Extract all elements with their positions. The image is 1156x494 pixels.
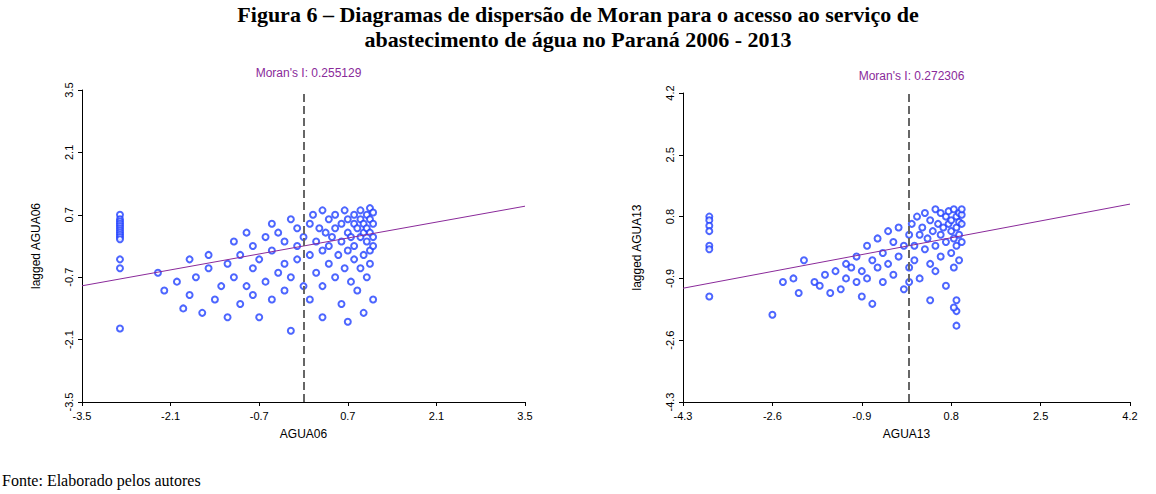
svg-text:2.1: 2.1 [63, 145, 75, 160]
svg-text:0.8: 0.8 [664, 209, 676, 224]
svg-text:-3.5: -3.5 [62, 392, 75, 412]
svg-text:-0.9: -0.9 [664, 269, 676, 288]
svg-text:AGUA13: AGUA13 [883, 427, 931, 441]
svg-text:3.5: 3.5 [63, 82, 75, 97]
svg-text:2.5: 2.5 [1033, 410, 1048, 422]
svg-text:-0.7: -0.7 [63, 268, 75, 287]
svg-text:0.8: 0.8 [944, 410, 959, 422]
html-text:abastecimento de água no Paran: abastecimento de água no Paraná 2006 - 2… [364, 27, 792, 52]
svg-text:-2.6: -2.6 [763, 410, 782, 422]
svg-text:-4.3: -4.3 [674, 410, 693, 422]
svg-text:-3.5: -3.5 [73, 410, 92, 422]
svg-text:-0.9: -0.9 [852, 410, 871, 422]
svg-text:lagged AGUA06: lagged AGUA06 [29, 203, 43, 289]
svg-text:-2.1: -2.1 [63, 330, 75, 349]
svg-text:lagged AGUA13: lagged AGUA13 [630, 204, 644, 290]
svg-text:4.2: 4.2 [664, 85, 676, 100]
svg-text:-4.3: -4.3 [663, 392, 676, 412]
svg-text:-2.1: -2.1 [161, 410, 180, 422]
svg-text:0.7: 0.7 [340, 410, 355, 422]
svg-text:Moran's I: 0.255129: Moran's I: 0.255129 [256, 66, 362, 80]
html-text:Figura 6 – Diagramas de disper: Figura 6 – Diagramas de dispersão de Mor… [237, 2, 919, 27]
html-text:Fonte: Elaborado pelos autores: Fonte: Elaborado pelos autores [2, 472, 201, 489]
svg-text:-2.6: -2.6 [664, 331, 676, 350]
svg-text:-0.7: -0.7 [250, 410, 269, 422]
svg-text:Moran's I: 0.272306: Moran's I: 0.272306 [859, 69, 965, 83]
svg-text:AGUA06: AGUA06 [280, 427, 328, 441]
svg-text:2.1: 2.1 [429, 410, 444, 422]
svg-text:2.5: 2.5 [664, 147, 676, 162]
svg-text:3.5: 3.5 [517, 410, 532, 422]
svg-text:4.2: 4.2 [1122, 410, 1137, 422]
svg-text:0.7: 0.7 [63, 207, 75, 222]
